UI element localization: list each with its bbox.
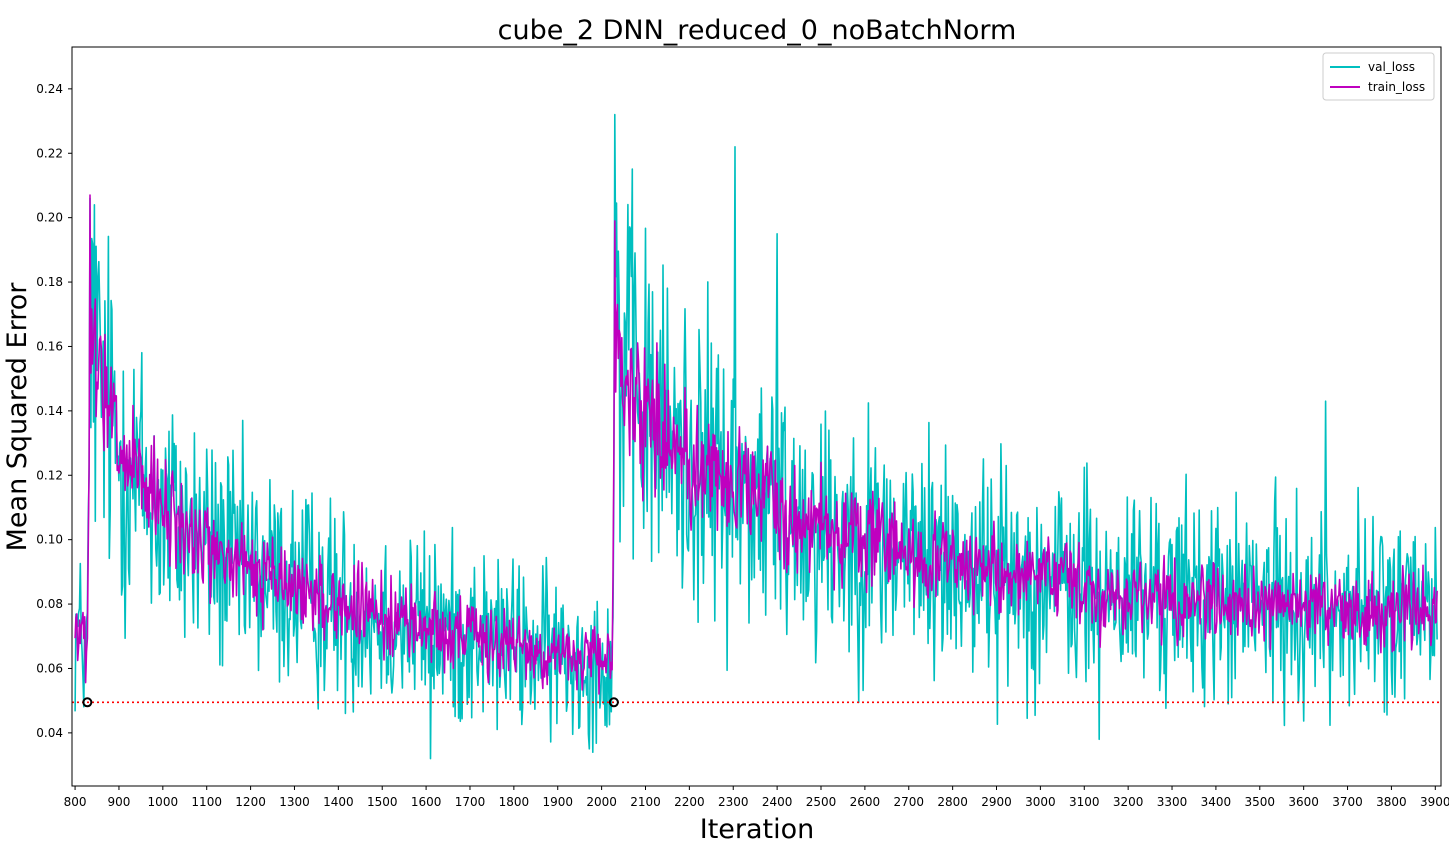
series-line-val_loss <box>74 113 1438 760</box>
x-tick-label-3000: 3000 <box>1025 795 1056 809</box>
y-axis-label: Mean Squared Error <box>2 282 33 552</box>
y-tick-label-2: 0.08 <box>36 597 63 611</box>
x-tick-label-2900: 2900 <box>981 795 1012 809</box>
x-tick-label-1500: 1500 <box>367 795 398 809</box>
y-tick-label-3: 0.10 <box>36 533 63 547</box>
x-tick-label-2100: 2100 <box>630 795 661 809</box>
x-tick-label-3300: 3300 <box>1157 795 1188 809</box>
x-axis: 800 900 1000 1100 1200 1300 1400 1500 1600 1700 18… <box>64 786 1449 809</box>
chart-title: cube_2 DNN_reduced_0_noBatchNorm <box>498 15 1017 46</box>
legend-train-label: train_loss <box>1368 80 1425 94</box>
x-tick-label-2500: 2500 <box>806 795 837 809</box>
y-tick-label-0: 0.04 <box>36 726 63 740</box>
x-tick-label-2600: 2600 <box>850 795 881 809</box>
y-tick-label-9: 0.22 <box>36 146 63 160</box>
min-marker-0 <box>82 697 93 708</box>
x-tick-label-3100: 3100 <box>1069 795 1100 809</box>
series-line-train_loss <box>74 194 1438 695</box>
x-tick-label-3500: 3500 <box>1245 795 1276 809</box>
plot-frame <box>71 46 1442 787</box>
x-tick-label-3700: 3700 <box>1332 795 1363 809</box>
y-axis: 0.04 0.06 0.08 0.10 0.12 0.14 0.16 0.18 0.20 0.22… <box>36 82 72 740</box>
x-tick-label-3400: 3400 <box>1201 795 1232 809</box>
x-tick-label-1900: 1900 <box>542 795 573 809</box>
y-tick-label-10: 0.24 <box>36 82 63 96</box>
x-tick-label-3800: 3800 <box>1376 795 1407 809</box>
x-tick-label-2400: 2400 <box>762 795 793 809</box>
y-tick-label-7: 0.18 <box>36 275 63 289</box>
x-tick-label-1200: 1200 <box>235 795 266 809</box>
plot-lines <box>72 113 1441 760</box>
x-tick-label-1800: 1800 <box>499 795 530 809</box>
x-tick-label-2000: 2000 <box>586 795 617 809</box>
x-tick-label-900: 900 <box>107 795 130 809</box>
x-tick-label-3200: 3200 <box>1113 795 1144 809</box>
x-tick-label-2200: 2200 <box>674 795 705 809</box>
y-tick-label-1: 0.06 <box>36 661 63 675</box>
legend-box <box>1322 52 1435 101</box>
x-tick-label-1100: 1100 <box>191 795 222 809</box>
legend: val_loss train_loss <box>1322 52 1435 101</box>
x-axis-label: Iteration <box>700 814 815 845</box>
y-tick-label-6: 0.16 <box>36 339 63 353</box>
x-tick-label-1700: 1700 <box>455 795 486 809</box>
min-marker-1 <box>608 697 619 708</box>
x-tick-label-2300: 2300 <box>718 795 749 809</box>
x-tick-label-1400: 1400 <box>323 795 354 809</box>
x-tick-label-1300: 1300 <box>279 795 310 809</box>
y-tick-label-4: 0.12 <box>36 468 63 482</box>
x-tick-label-2800: 2800 <box>937 795 968 809</box>
x-tick-label-1000: 1000 <box>148 795 179 809</box>
y-tick-label-5: 0.14 <box>36 404 63 418</box>
x-tick-label-2700: 2700 <box>893 795 924 809</box>
x-tick-label-3600: 3600 <box>1288 795 1319 809</box>
x-tick-label-1600: 1600 <box>411 795 442 809</box>
x-tick-label-800: 800 <box>64 795 87 809</box>
legend-val-label: val_loss <box>1368 60 1415 74</box>
x-tick-label-3900: 3900 <box>1420 795 1449 809</box>
y-tick-label-8: 0.20 <box>36 211 63 225</box>
